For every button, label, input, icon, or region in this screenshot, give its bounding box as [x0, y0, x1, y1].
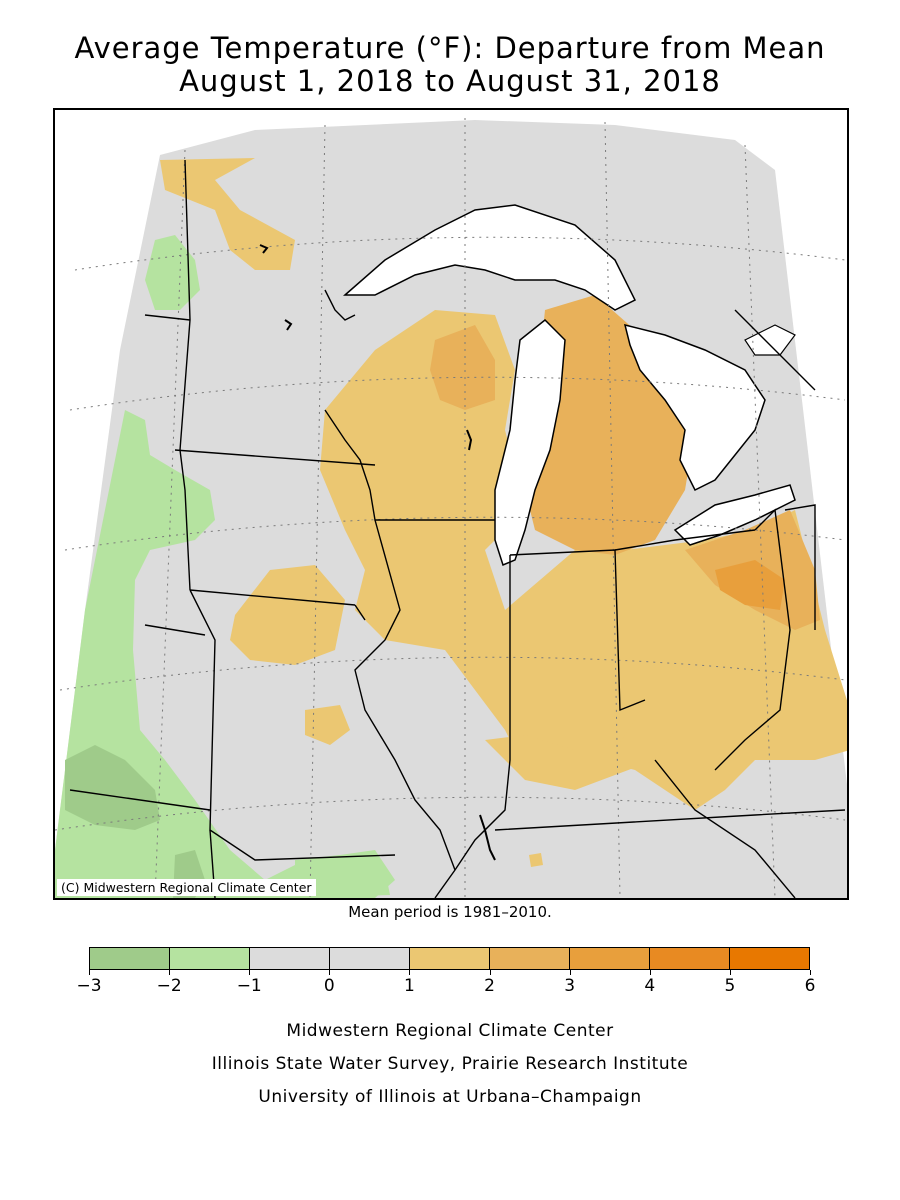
legend-swatch	[490, 948, 570, 969]
legend-tick-mark	[649, 970, 651, 975]
lake-michigan	[494, 318, 566, 567]
map-title-line1: Average Temperature (°F): Departure from…	[74, 31, 826, 65]
credit-line-2: Illinois State Water Survey, Prairie Res…	[211, 1054, 689, 1074]
legend-tick-mark	[409, 970, 411, 975]
legend-tick-label: 0	[323, 976, 335, 996]
legend-swatch	[650, 948, 730, 969]
legend-tick-mark	[89, 970, 90, 975]
region-warm-spot2	[529, 853, 543, 867]
legend-swatch	[330, 948, 410, 969]
legend-tick-mark	[729, 970, 731, 975]
map-copyright: (C) Midwestern Regional Climate Center	[57, 879, 316, 896]
legend-swatch	[90, 948, 170, 969]
legend-tick-mark	[169, 970, 171, 975]
legend-tick-mark	[249, 970, 251, 975]
legend-swatch	[410, 948, 490, 969]
legend-swatch	[250, 948, 330, 969]
legend-tick-label: 6	[804, 976, 816, 996]
credit-line-3: University of Illinois at Urbana–Champai…	[258, 1087, 642, 1107]
legend-tick-label: −1	[236, 976, 262, 996]
region-warm-sw	[485, 720, 675, 790]
legend-tick-label: 5	[724, 976, 736, 996]
region-warm	[320, 310, 847, 810]
credit-line-1: Midwestern Regional Climate Center	[286, 1021, 614, 1041]
departure-map	[55, 110, 847, 898]
map-title-line2: August 1, 2018 to August 31, 2018	[179, 64, 721, 98]
mean-period-note: Mean period is 1981–2010.	[348, 903, 552, 921]
legend-tick-mark	[489, 970, 491, 975]
lake-ontario	[744, 324, 796, 356]
color-legend	[89, 947, 810, 970]
legend-tick-label: 2	[484, 976, 495, 996]
legend-swatch	[730, 948, 809, 969]
legend-tick-mark	[329, 970, 331, 975]
region-cool-nw	[145, 235, 200, 310]
legend-tick-label: 4	[644, 976, 656, 996]
region-warmest	[715, 560, 785, 610]
lake-erie	[673, 484, 796, 546]
state-boundaries	[69, 159, 846, 898]
region-warm-north	[160, 158, 295, 270]
legend-swatch	[570, 948, 650, 969]
legend-tick-label: 3	[564, 976, 576, 996]
legend-tick-mark	[569, 970, 571, 975]
legend-swatch	[170, 948, 250, 969]
lake-huron	[623, 323, 766, 492]
region-warmer	[430, 325, 495, 410]
region-cool-south	[295, 855, 390, 898]
region-warm-spot1	[305, 705, 350, 745]
water-features	[259, 244, 496, 861]
map-panel: (C) Midwestern Regional Climate Center	[53, 108, 849, 900]
legend-tick-labels: −3 −2 −1 0 1 2 3 4 5 6	[0, 970, 900, 1000]
legend-tick-label: 1	[404, 976, 415, 996]
legend-tick-label: −2	[156, 976, 182, 996]
graticule	[55, 118, 846, 898]
lake-superior	[343, 204, 637, 311]
legend-tick-label: −3	[76, 976, 102, 996]
region-warm-iowa	[230, 565, 345, 665]
legend-tick-mark	[810, 970, 811, 975]
region-coolest	[65, 745, 160, 830]
